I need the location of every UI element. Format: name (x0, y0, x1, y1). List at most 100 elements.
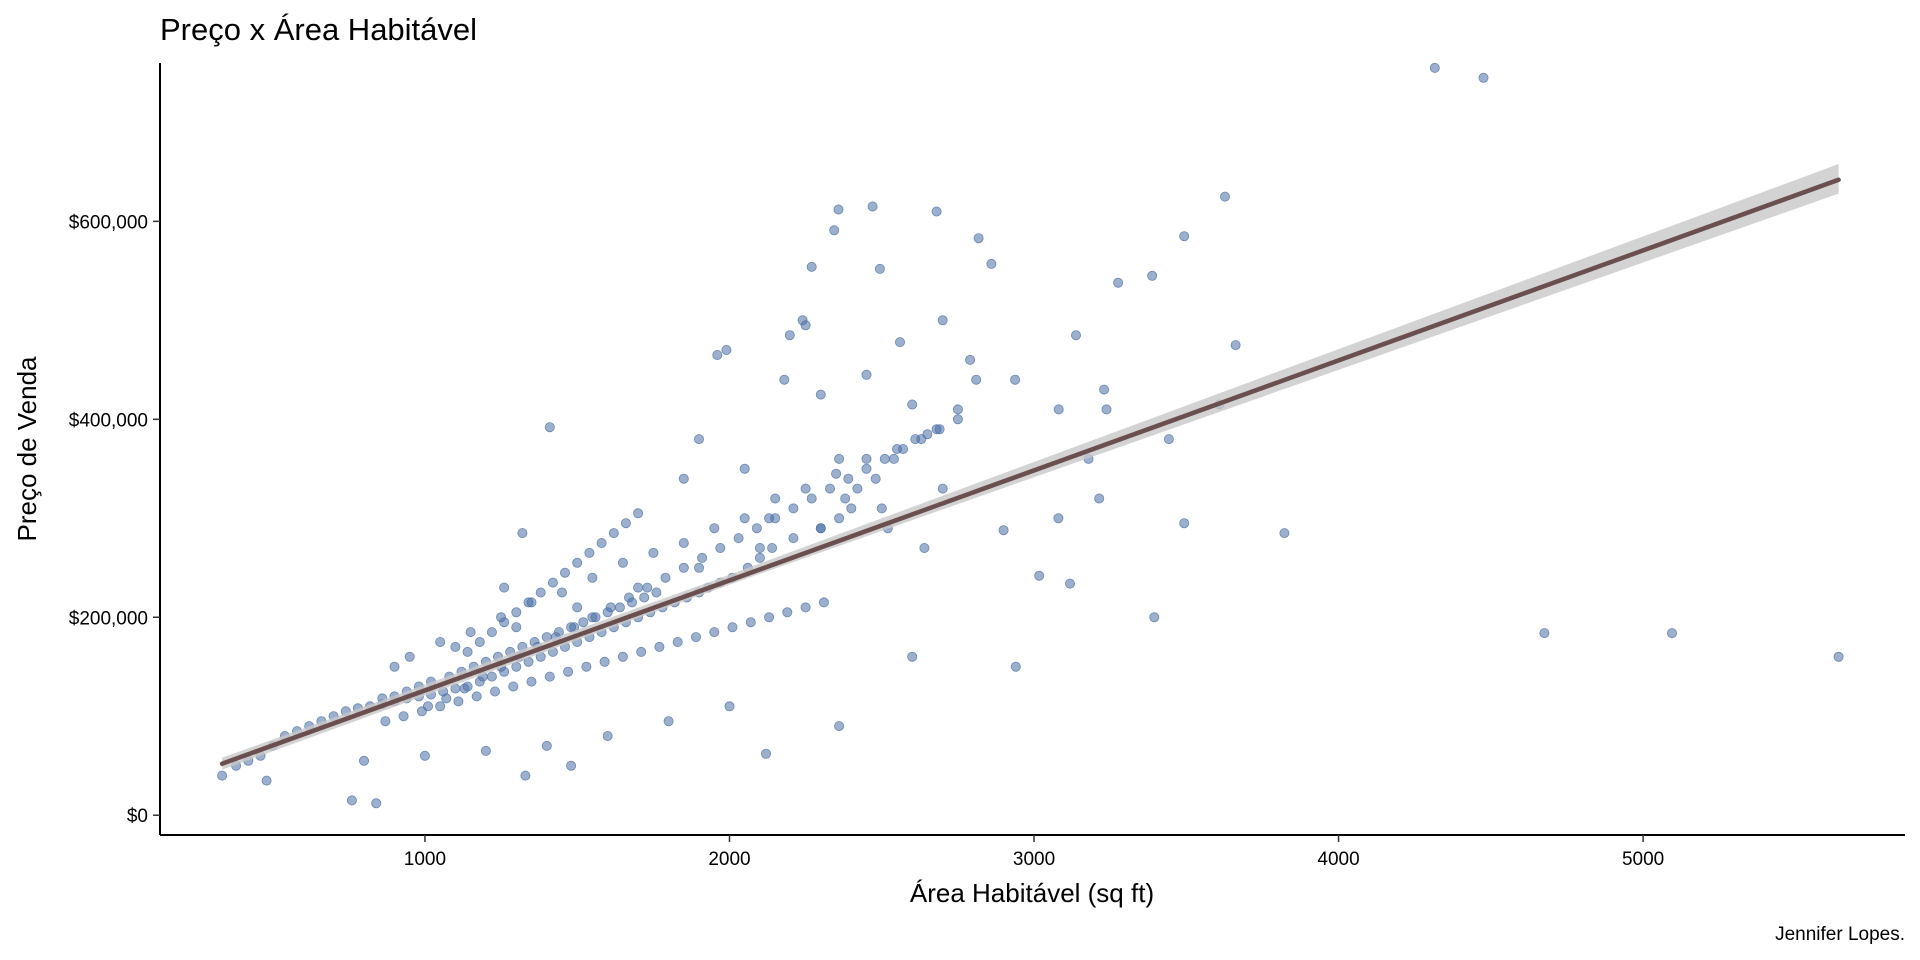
data-point (654, 641, 665, 652)
data-point (952, 414, 963, 425)
y-tick-label: $600,000 (69, 212, 148, 233)
data-point (563, 666, 574, 677)
data-point (217, 770, 228, 781)
data-point (663, 716, 674, 727)
trend-line (219, 177, 1841, 766)
data-point (694, 434, 705, 445)
data-point (633, 508, 644, 519)
chart-title: Preço x Área Habitável (160, 12, 477, 47)
data-point (867, 201, 878, 212)
data-point (1539, 628, 1550, 639)
data-point (602, 731, 613, 742)
x-axis-ticks: 1000 2000 3000 4000 5000 (404, 835, 1664, 870)
data-point (547, 577, 558, 588)
data-point (511, 622, 522, 633)
data-point (572, 557, 583, 568)
data-point (535, 587, 546, 598)
x-tick-label: 5000 (1622, 849, 1664, 870)
data-point (829, 225, 840, 236)
data-point (840, 493, 851, 504)
data-point (486, 627, 497, 638)
data-point (435, 637, 446, 648)
data-point (709, 523, 720, 534)
data-point (581, 661, 592, 672)
data-point (806, 493, 817, 504)
data-point (520, 770, 531, 781)
data-point (998, 525, 1009, 536)
x-axis-title: Área Habitável (sq ft) (910, 878, 1154, 908)
data-point (599, 656, 610, 667)
data-point (557, 587, 568, 598)
data-point (346, 795, 357, 806)
data-point (907, 399, 918, 410)
data-point (1101, 404, 1112, 415)
data-point (398, 711, 409, 722)
data-point (895, 337, 906, 348)
data-point (898, 443, 909, 454)
data-point (587, 572, 598, 583)
data-point (751, 523, 762, 534)
data-point (754, 543, 765, 554)
data-point (770, 513, 781, 524)
data-point (919, 543, 930, 554)
data-point (846, 503, 857, 514)
data-point (745, 617, 756, 628)
data-point (508, 681, 519, 692)
data-point (511, 607, 522, 618)
data-point (419, 750, 430, 761)
data-point (1034, 570, 1045, 581)
data-point (818, 597, 829, 608)
data-point (633, 582, 644, 593)
data-point (660, 572, 671, 583)
data-point (560, 567, 571, 578)
data-point (986, 258, 997, 269)
data-point (614, 602, 625, 613)
data-point (544, 671, 555, 682)
data-point (678, 562, 689, 573)
data-point (709, 627, 720, 638)
data-point (861, 453, 872, 464)
data-point (861, 463, 872, 474)
data-point (517, 528, 528, 539)
data-point (934, 424, 945, 435)
data-point (973, 233, 984, 244)
data-point (834, 453, 845, 464)
data-point (672, 637, 683, 648)
data-point (916, 434, 927, 445)
data-point (453, 696, 464, 707)
data-point (499, 582, 510, 593)
data-point (879, 453, 890, 464)
data-point (715, 543, 726, 554)
data-point (404, 651, 415, 662)
data-point (1113, 277, 1124, 288)
data-point (1667, 628, 1678, 639)
data-point (800, 483, 811, 494)
x-tick-label: 1000 (404, 849, 446, 870)
data-point (371, 798, 382, 809)
data-point (937, 483, 948, 494)
data-point (584, 547, 595, 558)
data-point (474, 637, 485, 648)
data-point (834, 513, 845, 524)
data-point (907, 651, 918, 662)
data-point (578, 617, 589, 628)
data-point (605, 602, 616, 613)
data-point (952, 404, 963, 415)
data-point (1071, 330, 1082, 341)
data-point (435, 701, 446, 712)
data-point (572, 602, 583, 613)
data-point (642, 582, 653, 593)
data-point (739, 463, 750, 474)
data-point (1429, 62, 1440, 73)
data-point (788, 533, 799, 544)
data-point (1163, 434, 1174, 445)
data-point (1065, 578, 1076, 589)
plot-area (217, 62, 1844, 809)
data-point (471, 691, 482, 702)
data-point (697, 552, 708, 563)
data-point (617, 557, 628, 568)
data-point (465, 627, 476, 638)
data-points (217, 62, 1844, 809)
data-point (678, 538, 689, 549)
